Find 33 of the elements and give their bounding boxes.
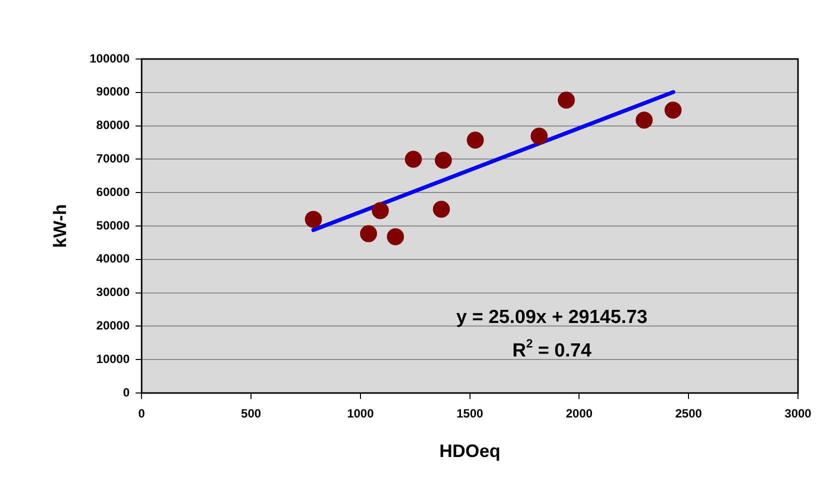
point [558,92,575,109]
y-tick-label: 60000 [96,184,130,199]
y-tick-label: 10000 [96,352,130,366]
x-tick-label: 2500 [675,406,702,421]
point [360,225,378,242]
point [372,202,389,220]
x-tick-label: 0 [138,406,146,421]
point [386,228,404,246]
x-tick-label: 2000 [566,406,593,421]
y-tick-label: 40000 [96,252,130,266]
y-tick-label: 50000 [96,218,130,232]
point [434,152,452,169]
y-tick-label: 80000 [96,118,130,132]
y-tick-label: 20000 [96,318,130,333]
point [432,200,450,218]
x-tick-label: 1000 [347,406,374,421]
x-tick-label: 500 [241,406,262,421]
x-axis-title: HDOeq [439,441,500,462]
x-tick-label: 3000 [784,406,812,421]
x-tick-label: 1500 [456,406,484,421]
point [636,112,653,129]
point [304,210,322,228]
point [404,150,422,168]
annotation: y = 25.09x + 29145.73 [456,306,648,328]
point [466,132,484,149]
y-axis-title: kW-h [50,204,70,248]
y-tick-label: 30000 [96,285,130,300]
y-tick-label: 90000 [96,84,130,99]
point [530,128,548,145]
y-tick-label: 0 [122,385,130,400]
y-tick-label: 100000 [90,51,130,66]
point [664,102,682,119]
y-tick-label: 70000 [96,152,130,166]
